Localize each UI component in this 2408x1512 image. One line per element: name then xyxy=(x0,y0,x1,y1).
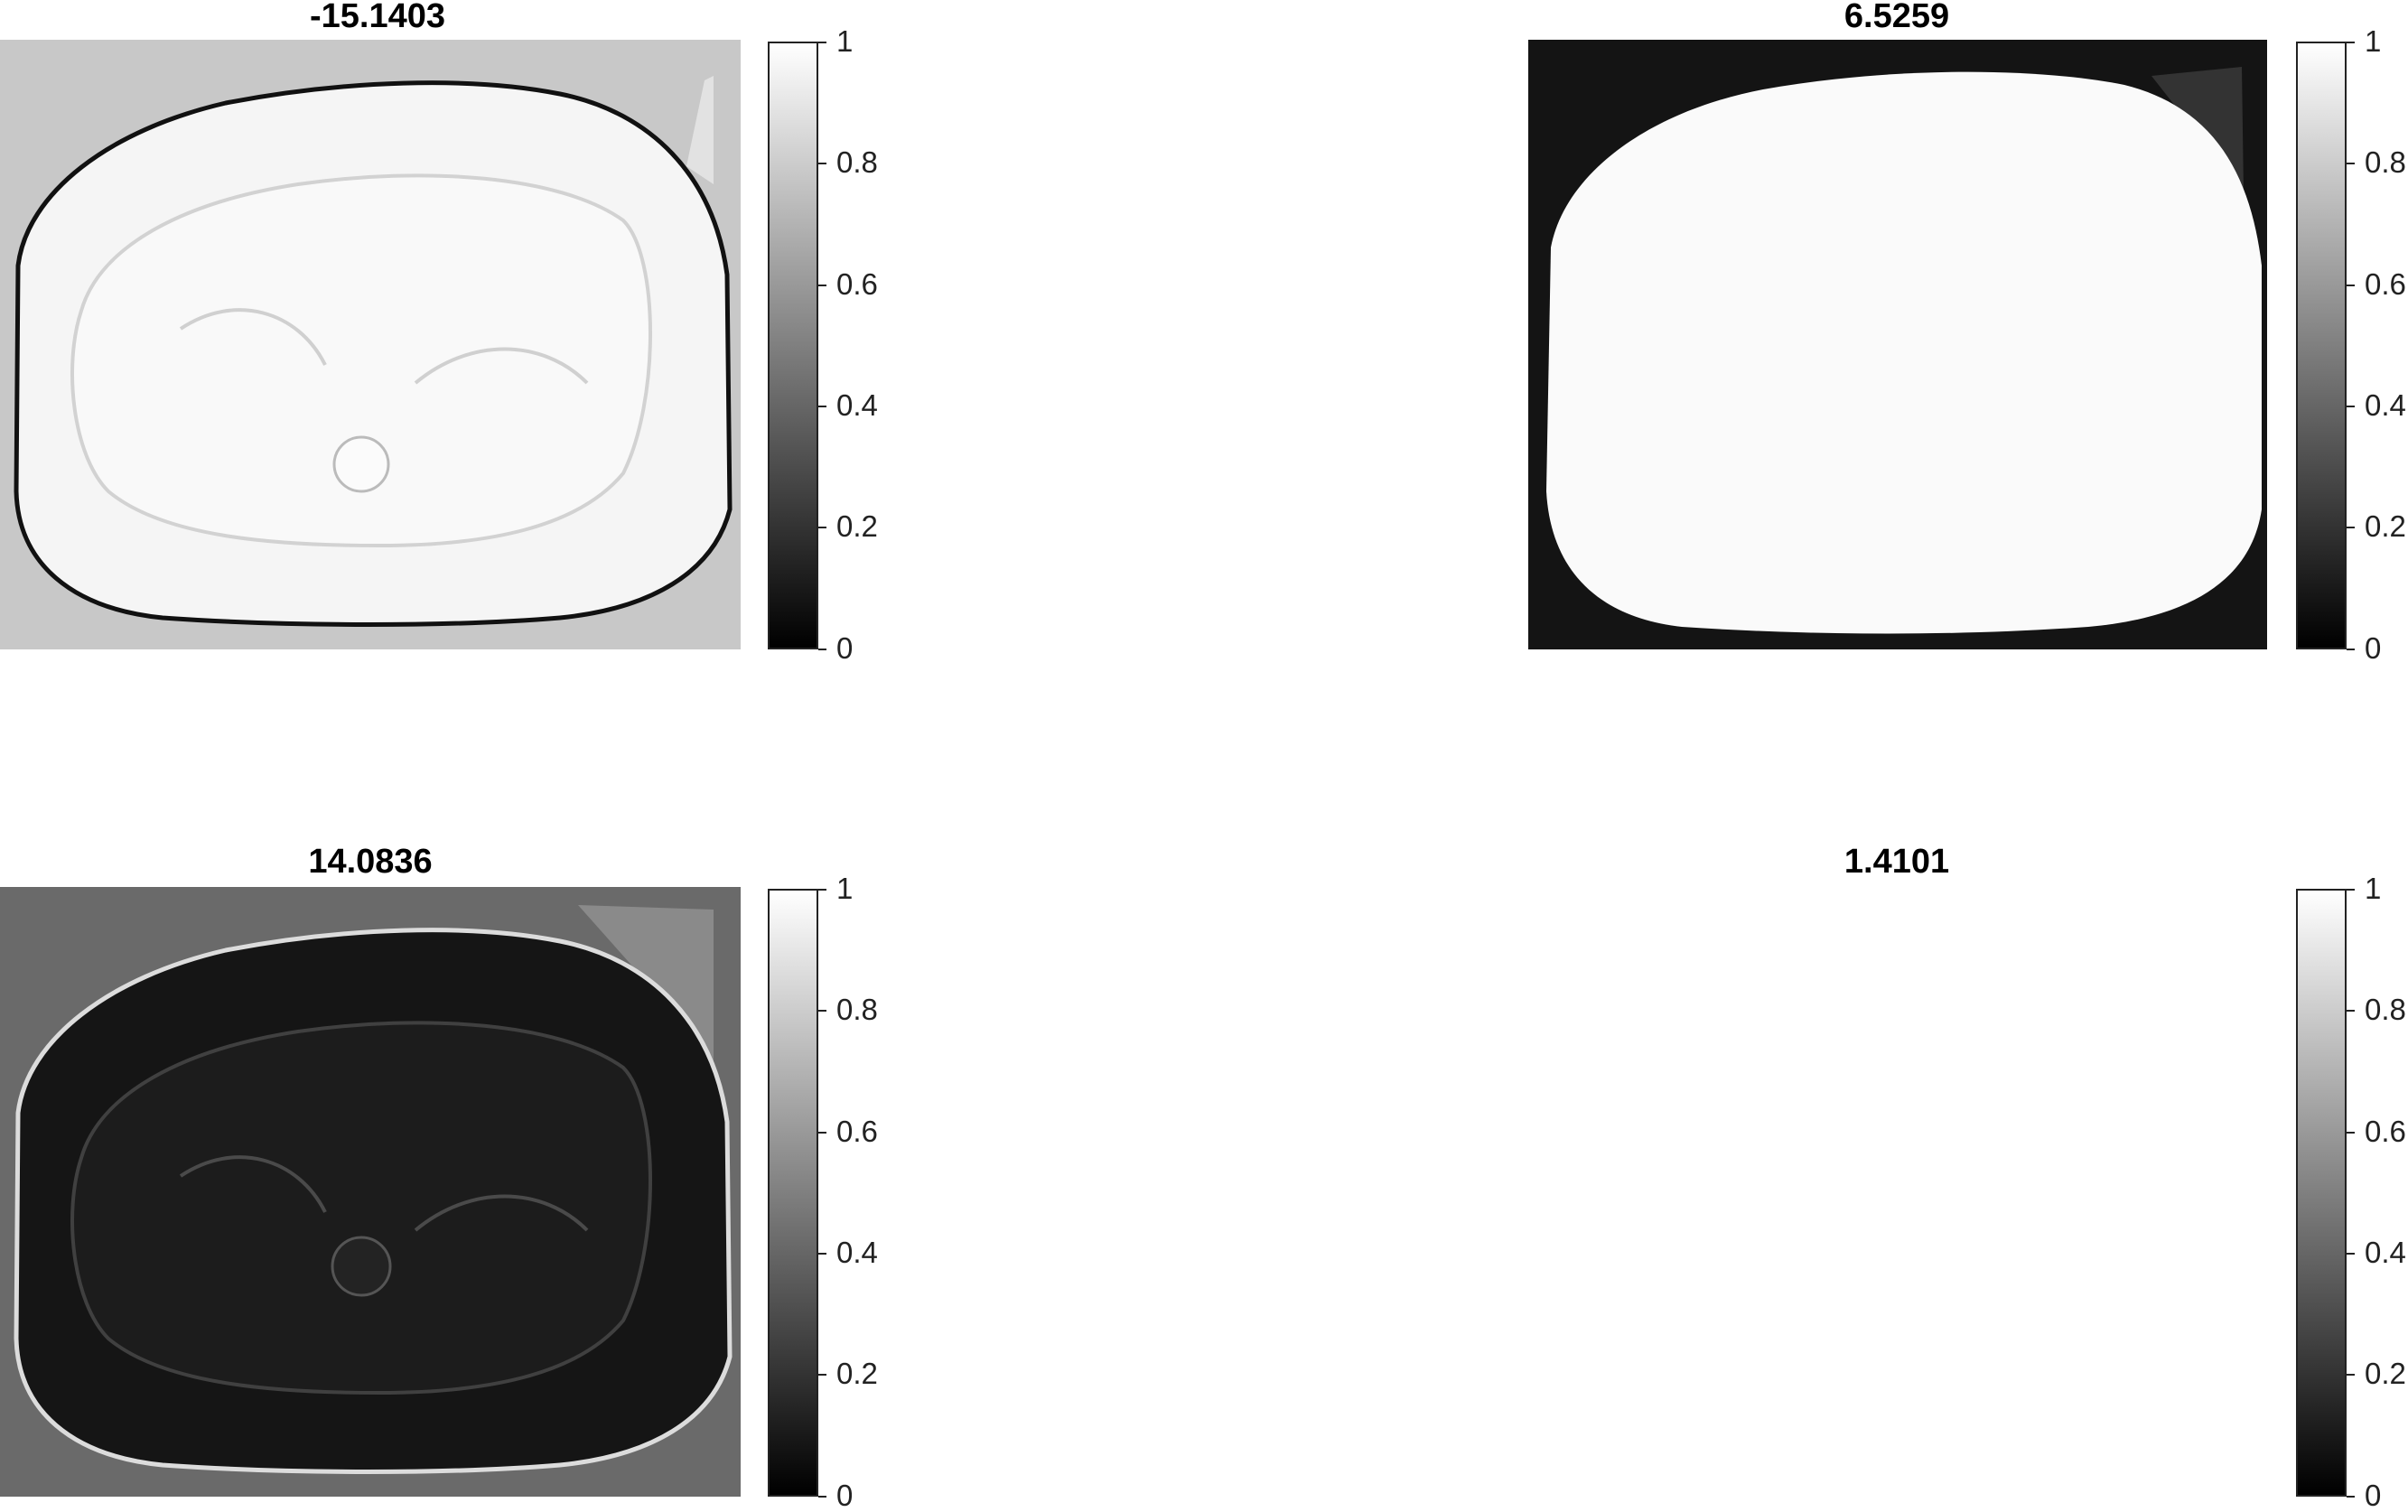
cb2-tick-1: 1 xyxy=(2365,24,2382,58)
cb2-tick-0.2: 0.2 xyxy=(2365,509,2406,543)
cb3-tick-0.2: 0.2 xyxy=(836,1357,878,1390)
cb4-tick-0.2: 0.2 xyxy=(2365,1357,2406,1390)
panel-1-image xyxy=(0,40,741,649)
cb3-tick-0: 0 xyxy=(836,1479,854,1512)
cb1-tick-0.4: 0.4 xyxy=(836,388,878,422)
panel-3-image xyxy=(0,887,741,1497)
panel-3-colorbar xyxy=(768,889,818,1497)
cb3-tick-0.8: 0.8 xyxy=(836,993,878,1026)
panel-2-colorbar xyxy=(2296,42,2347,649)
cb4-tick-0.4: 0.4 xyxy=(2365,1236,2406,1269)
cb1-tick-0: 0 xyxy=(836,631,854,665)
cb4-tick-0: 0 xyxy=(2365,1479,2382,1512)
cb2-tick-0.6: 0.6 xyxy=(2365,267,2406,301)
cb1-tick-0.8: 0.8 xyxy=(836,145,878,179)
cb2-tick-0.8: 0.8 xyxy=(2365,145,2406,179)
cb4-tick-1: 1 xyxy=(2365,872,2382,905)
cb2-tick-0: 0 xyxy=(2365,631,2382,665)
panel-4-title: 1.4101 xyxy=(1843,843,1950,881)
cb4-tick-0.6: 0.6 xyxy=(2365,1115,2406,1148)
cb1-tick-1: 1 xyxy=(836,24,854,58)
cb1-tick-0.2: 0.2 xyxy=(836,509,878,543)
cb3-tick-0.4: 0.4 xyxy=(836,1236,878,1269)
panel-3-title: 14.0836 xyxy=(308,843,433,881)
cb4-tick-0.8: 0.8 xyxy=(2365,993,2406,1026)
cb2-tick-0.4: 0.4 xyxy=(2365,388,2406,422)
panel-4-image xyxy=(1528,887,2267,1497)
cb3-tick-1: 1 xyxy=(836,872,854,905)
panel-4-colorbar xyxy=(2296,889,2347,1497)
panel-2-image xyxy=(1528,40,2267,649)
panel-2-title: 6.5259 xyxy=(1843,0,1950,35)
cb1-tick-0.6: 0.6 xyxy=(836,267,878,301)
panel-1-colorbar xyxy=(768,42,818,649)
cb3-tick-0.6: 0.6 xyxy=(836,1115,878,1148)
panel-1-title: -15.1403 xyxy=(309,0,445,35)
